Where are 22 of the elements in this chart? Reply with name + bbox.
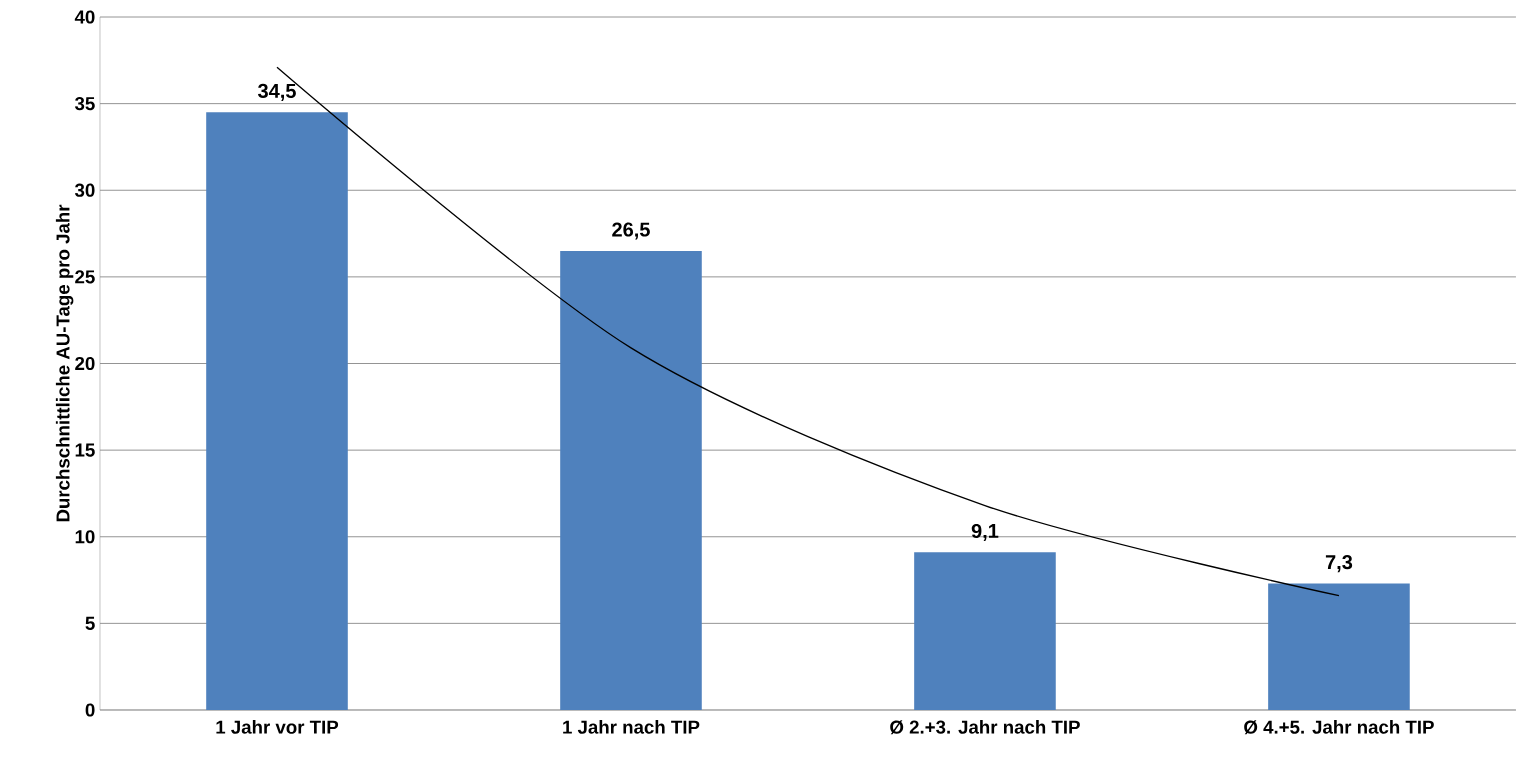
data-label: 34,5 (257, 83, 296, 101)
y-tick-label: 25 (75, 270, 95, 284)
data-label: 26,5 (612, 222, 650, 240)
data-label: 9,1 (971, 523, 999, 541)
x-tick-label: 1 Jahr vor TIP (216, 720, 339, 734)
bar (206, 112, 348, 710)
y-tick-label: 10 (75, 530, 95, 544)
x-tick-label: Ø 4.+5. Jahr nach TIP (1244, 720, 1434, 735)
x-tick-label: Ø 2.+3. Jahr nach TIP (890, 720, 1080, 735)
y-tick-label: 5 (85, 616, 95, 630)
data-label: 7,3 (1325, 555, 1353, 573)
y-tick-label: 20 (75, 356, 95, 371)
bar (1268, 583, 1410, 710)
y-tick-label: 0 (85, 703, 95, 717)
bar (914, 552, 1056, 710)
y-tick-label: 30 (74, 183, 95, 197)
bar (560, 250, 702, 710)
y-axis-title: Durchschnittliche AU-Tage pro Jahr (55, 204, 74, 522)
y-tick-label: 35 (74, 96, 95, 111)
y-tick-label: 40 (74, 10, 95, 24)
x-tick-label: 1 Jahr nach TIP (563, 720, 700, 734)
y-tick-label: 15 (75, 443, 95, 457)
